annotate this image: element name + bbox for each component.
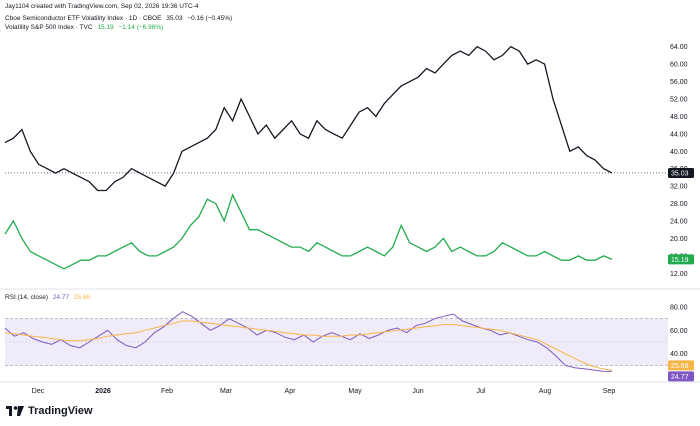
x-tick-5: May <box>348 388 362 395</box>
tradingview-logo-icon <box>6 406 24 416</box>
rsi-label: RSI (14, close) <box>5 294 48 301</box>
y-tick-0: 64.00 <box>670 44 688 51</box>
rsi-y-tick-0: 80.00 <box>670 305 688 312</box>
series-line-vix <box>4 193 613 270</box>
legend-series2[interactable]: Volatility S&P 500 Index · TVC 15.19 −1.… <box>5 24 166 31</box>
rsi-line-rsi_ma <box>4 320 613 371</box>
x-tick-3: Mar <box>220 388 233 395</box>
x-tick-8: Aug <box>539 388 552 395</box>
rsi-badge-rsi <box>668 371 694 382</box>
y-tick-10: 24.00 <box>670 219 688 226</box>
series-line-semis <box>4 45 613 192</box>
rsi-y-tick-2: 40.00 <box>670 351 688 358</box>
rsi-badge-rsi_ma <box>668 360 694 371</box>
x-tick-4: Apr <box>285 388 297 395</box>
x-tick-2: Feb <box>161 388 173 395</box>
legend-rsi[interactable]: RSI (14, close) 24.77 25.68 <box>5 294 93 301</box>
rsi-badge-label-rsi: 24.77 <box>671 374 689 381</box>
time-axis: Dec 2026 Feb Mar Apr May Jun Jul Aug Sep <box>0 288 700 395</box>
rsi-ma-value: 25.68 <box>73 294 91 301</box>
y-tick-13: 12.00 <box>670 271 688 278</box>
series1-price: 35.03 <box>166 15 183 22</box>
last-price-badge-semis <box>668 167 694 178</box>
rsi-value: 24.77 <box>52 294 70 301</box>
last-price-label-semis: 35.03 <box>671 170 689 177</box>
y-tick-6: 40.00 <box>670 149 688 156</box>
y-tick-1: 60.00 <box>670 62 688 69</box>
y-tick-3: 52.00 <box>670 97 688 104</box>
rsi-band <box>5 318 668 366</box>
y-tick-11: 20.00 <box>670 236 688 243</box>
y-tick-5: 44.00 <box>670 131 688 138</box>
rsi-badge-label-rsi_ma: 25.68 <box>671 363 689 370</box>
y-tick-2: 56.00 <box>670 79 688 86</box>
x-tick-0: Dec <box>32 388 45 395</box>
x-tick-1: 2026 <box>95 388 111 395</box>
legend-series1[interactable]: Cboe Semiconductor ETF Volatility Index … <box>5 15 235 22</box>
brand-name: TradingView <box>28 405 93 417</box>
rsi-y-tick-1: 60.00 <box>670 328 688 335</box>
x-tick-9: Sep <box>603 388 616 395</box>
price-pane: 64.0060.0056.0052.0048.0044.0040.0036.00… <box>4 44 694 278</box>
series2-name: Volatility S&P 500 Index · TVC <box>5 24 93 31</box>
series1-name: Cboe Semiconductor ETF Volatility Index … <box>5 15 162 22</box>
last-price-label-vix: 15.19 <box>671 257 689 264</box>
series2-price: 15.19 <box>97 24 114 31</box>
x-tick-6: Jun <box>412 388 423 395</box>
last-price-badge-vix <box>668 254 694 265</box>
attribution: Jay1104 created with TradingView.com, Se… <box>5 3 199 10</box>
series2-change: −1.14 (−6.98%) <box>118 24 164 31</box>
y-tick-9: 28.00 <box>670 201 688 208</box>
x-tick-7: Jul <box>477 388 486 395</box>
series1-change: −0.16 (−0.45%) <box>187 15 233 22</box>
tradingview-logo: TradingView <box>6 405 93 417</box>
y-tick-4: 48.00 <box>670 114 688 121</box>
y-tick-8: 32.00 <box>670 184 688 191</box>
